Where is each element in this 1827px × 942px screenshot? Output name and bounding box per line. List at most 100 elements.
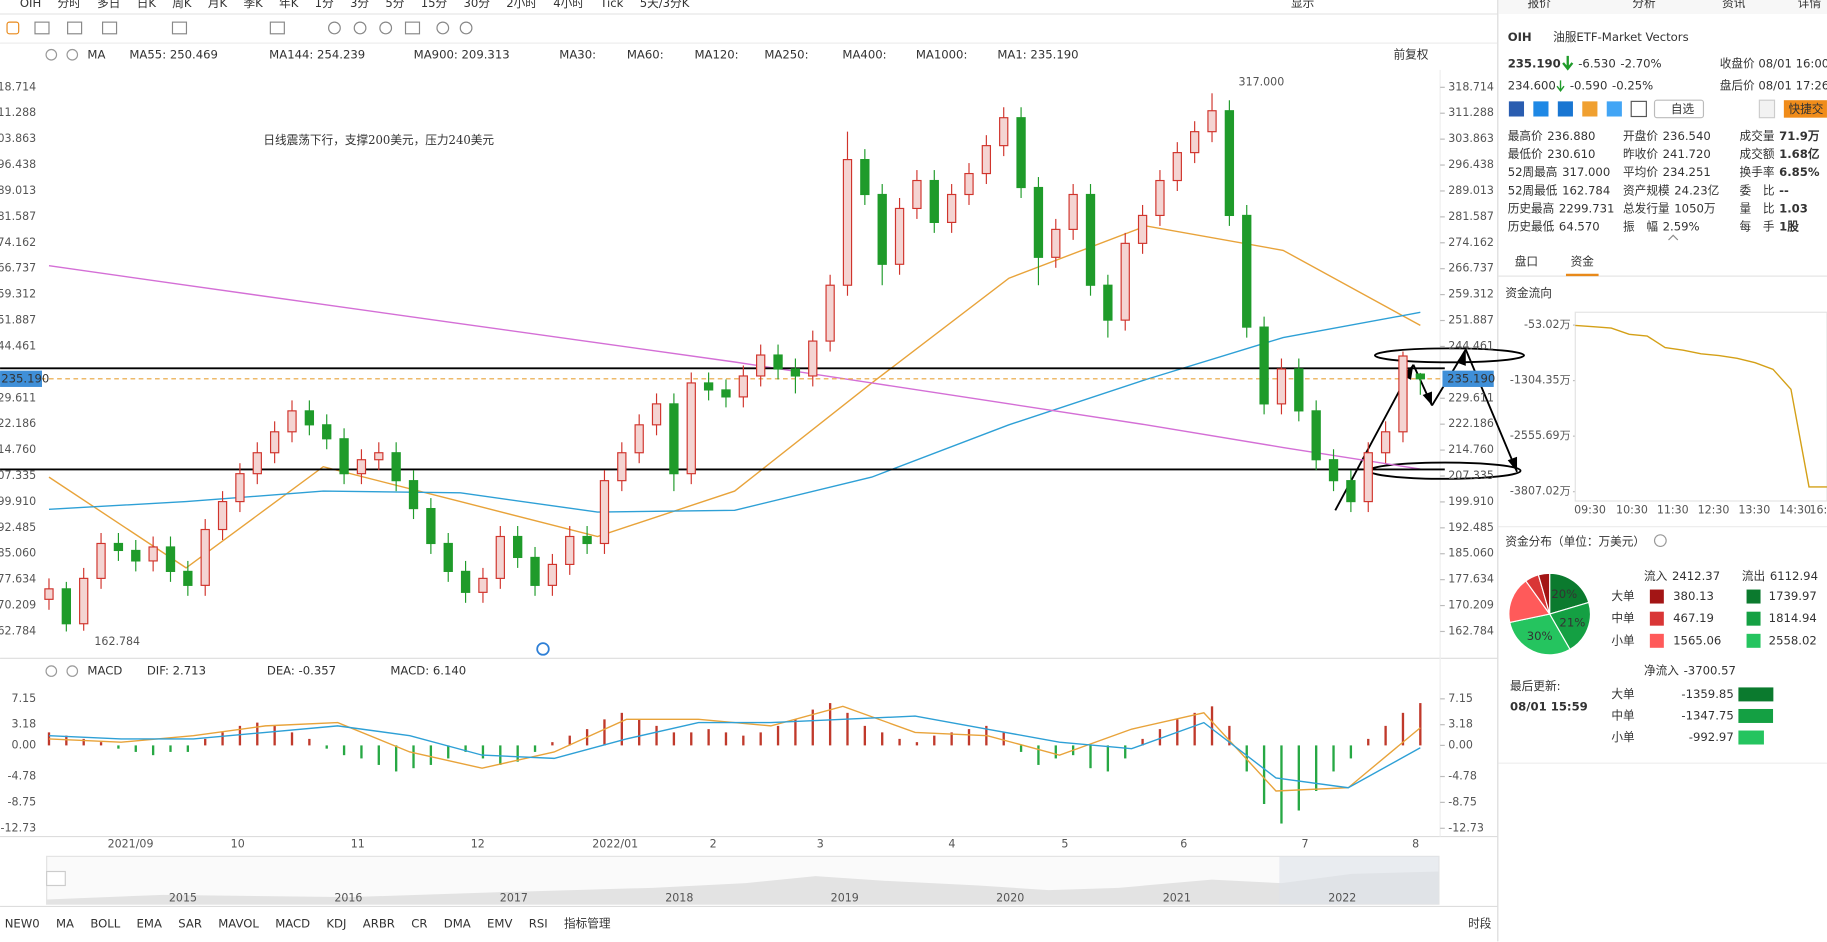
period-tab[interactable]: 5分 [385,0,404,10]
icon[interactable] [1758,99,1776,119]
side-tab[interactable]: 资讯 [1722,0,1746,10]
ma-legend-item[interactable]: MA1: 235.190 [997,47,1078,61]
tool-icon[interactable] [101,21,118,35]
indicator-tab[interactable]: DMA [444,916,471,930]
ma-legend-item[interactable]: MA55: 250.469 [129,47,218,61]
ma-legend-item[interactable]: MA144: 254.239 [269,47,365,61]
ma-legend-item[interactable]: MA400: [842,47,886,61]
side-tab[interactable]: 分析 [1632,0,1656,10]
indicator-tab[interactable]: EMV [487,916,512,930]
ma-legend-item[interactable]: MA1000: [916,47,968,61]
navigator-year: 2019 [831,891,859,904]
trade-button[interactable] [1783,100,1827,118]
adjust-toggle[interactable]: 前复权 [1394,47,1429,61]
tool-icon[interactable] [379,21,393,35]
candle-body [1120,242,1130,321]
close-icon[interactable] [66,48,79,61]
marker-icon[interactable] [536,642,550,656]
close-icon[interactable] [66,665,79,677]
macd-label[interactable]: MACD [87,664,122,678]
indicator-tab[interactable]: 指标管理 [564,916,611,930]
period-tab[interactable]: 5天/3分K [640,0,690,10]
side-tab[interactable]: 报价 [1528,0,1552,10]
x-tick-label: 2021/09 [108,838,154,851]
period-tab[interactable]: 3分 [350,0,369,10]
macd-legend-item[interactable]: DIF: 2.713 [147,664,206,678]
watch-button[interactable] [1653,99,1705,119]
period-tab[interactable]: 周K [172,0,192,10]
indicator-tab[interactable]: BOLL [90,916,120,930]
pie-label: 30% [1527,629,1553,643]
display-menu[interactable]: 显示 [1291,0,1314,10]
icon[interactable] [1533,101,1549,117]
candle-body [530,556,540,586]
macd-bar [134,745,137,752]
indicator-tab[interactable]: KDJ [326,916,346,930]
indicator-tab[interactable]: MAVOL [218,916,259,930]
side-tab[interactable]: 详情 [1798,0,1822,10]
section-title: 资金分布（单位：万美元） [1505,534,1645,548]
period-tab[interactable]: 2小时 [506,0,537,10]
icon[interactable] [1582,101,1598,117]
tool-icon[interactable] [6,21,20,35]
tool-icon[interactable] [171,21,188,35]
y-tick-label: 303.863 [1448,132,1494,145]
tool-icon[interactable] [328,21,341,35]
navigator-handle[interactable] [46,870,66,887]
tool-icon[interactable] [269,21,285,35]
icon[interactable] [1557,101,1573,117]
period-tab[interactable]: 日K [137,0,157,10]
period-button[interactable]: 时段 [1468,916,1492,930]
macd-bar [117,745,120,749]
settings-icon[interactable] [45,48,58,61]
collapse-icon[interactable] [1668,234,1679,241]
ma-legend-item[interactable]: MA120: [694,47,738,61]
tool-icon[interactable] [459,21,473,35]
icon[interactable] [1508,101,1525,117]
indicator-tab[interactable]: RSI [529,916,548,930]
stat-label: 平均价 [1623,165,1658,179]
tool-icon[interactable] [34,21,50,35]
period-tab[interactable]: 4小时 [553,0,584,10]
macd-bar [1158,729,1162,746]
indicator-tab[interactable]: CR [411,916,427,930]
ma-legend-item[interactable]: MA250: [764,47,808,61]
stat-label: 成交额 [1740,147,1775,161]
indicator-tab[interactable]: ARBR [363,916,395,930]
ma-label[interactable]: MA [87,47,105,61]
ma-legend-item[interactable]: MA30: [559,47,596,61]
period-tab[interactable]: 15分 [421,0,448,10]
candle-body [894,207,905,265]
panel-tab[interactable]: 盘口 [1515,255,1538,269]
tool-icon[interactable] [404,21,421,35]
tool-icon[interactable] [436,21,450,35]
ma-legend-item[interactable]: MA60: [627,47,664,61]
period-tab[interactable]: 年K [279,0,299,10]
outflow-value: 1814.94 [1769,611,1817,625]
indicator-tab[interactable]: NEW0 [5,916,40,930]
indicator-tab[interactable]: MA [56,916,74,930]
macd-legend-item[interactable]: DEA: -0.357 [267,664,336,678]
help-icon[interactable] [1653,534,1667,548]
tool-icon[interactable] [67,21,83,35]
indicator-tab[interactable]: SAR [178,916,202,930]
period-tab[interactable]: 分时 [58,0,82,10]
period-tab[interactable]: 季K [243,0,263,10]
period-tab[interactable]: 多日 [97,0,120,10]
period-tab[interactable]: 30分 [464,0,491,10]
tool-icon[interactable] [353,21,367,35]
indicator-tab[interactable]: EMA [137,916,162,930]
macd-legend-item[interactable]: MACD: 6.140 [390,664,466,678]
color-swatch [1649,633,1664,648]
indicator-tab[interactable]: MACD [275,916,310,930]
icon[interactable] [1630,100,1647,118]
icon[interactable] [1606,101,1622,117]
period-tab[interactable]: Tick [599,0,623,10]
navigator-window[interactable] [1279,856,1439,905]
panel-tab[interactable]: 资金 [1571,255,1595,269]
symbol-tab[interactable]: OIH [20,0,41,10]
period-tab[interactable]: 月K [208,0,228,10]
period-tab[interactable]: 1分 [315,0,334,10]
ma-legend-item[interactable]: MA900: 209.313 [414,47,510,61]
settings-icon[interactable] [45,665,58,677]
